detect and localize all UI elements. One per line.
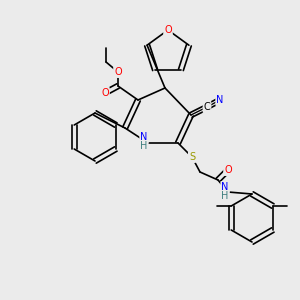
Text: N: N bbox=[140, 132, 148, 142]
Text: N: N bbox=[221, 182, 229, 192]
Text: S: S bbox=[189, 152, 195, 162]
Text: C: C bbox=[204, 102, 210, 112]
Text: H: H bbox=[221, 191, 229, 201]
Text: N: N bbox=[216, 95, 224, 105]
Text: H: H bbox=[140, 141, 148, 151]
Text: O: O bbox=[164, 25, 172, 35]
Text: O: O bbox=[114, 67, 122, 77]
Text: O: O bbox=[224, 165, 232, 175]
Text: O: O bbox=[101, 88, 109, 98]
